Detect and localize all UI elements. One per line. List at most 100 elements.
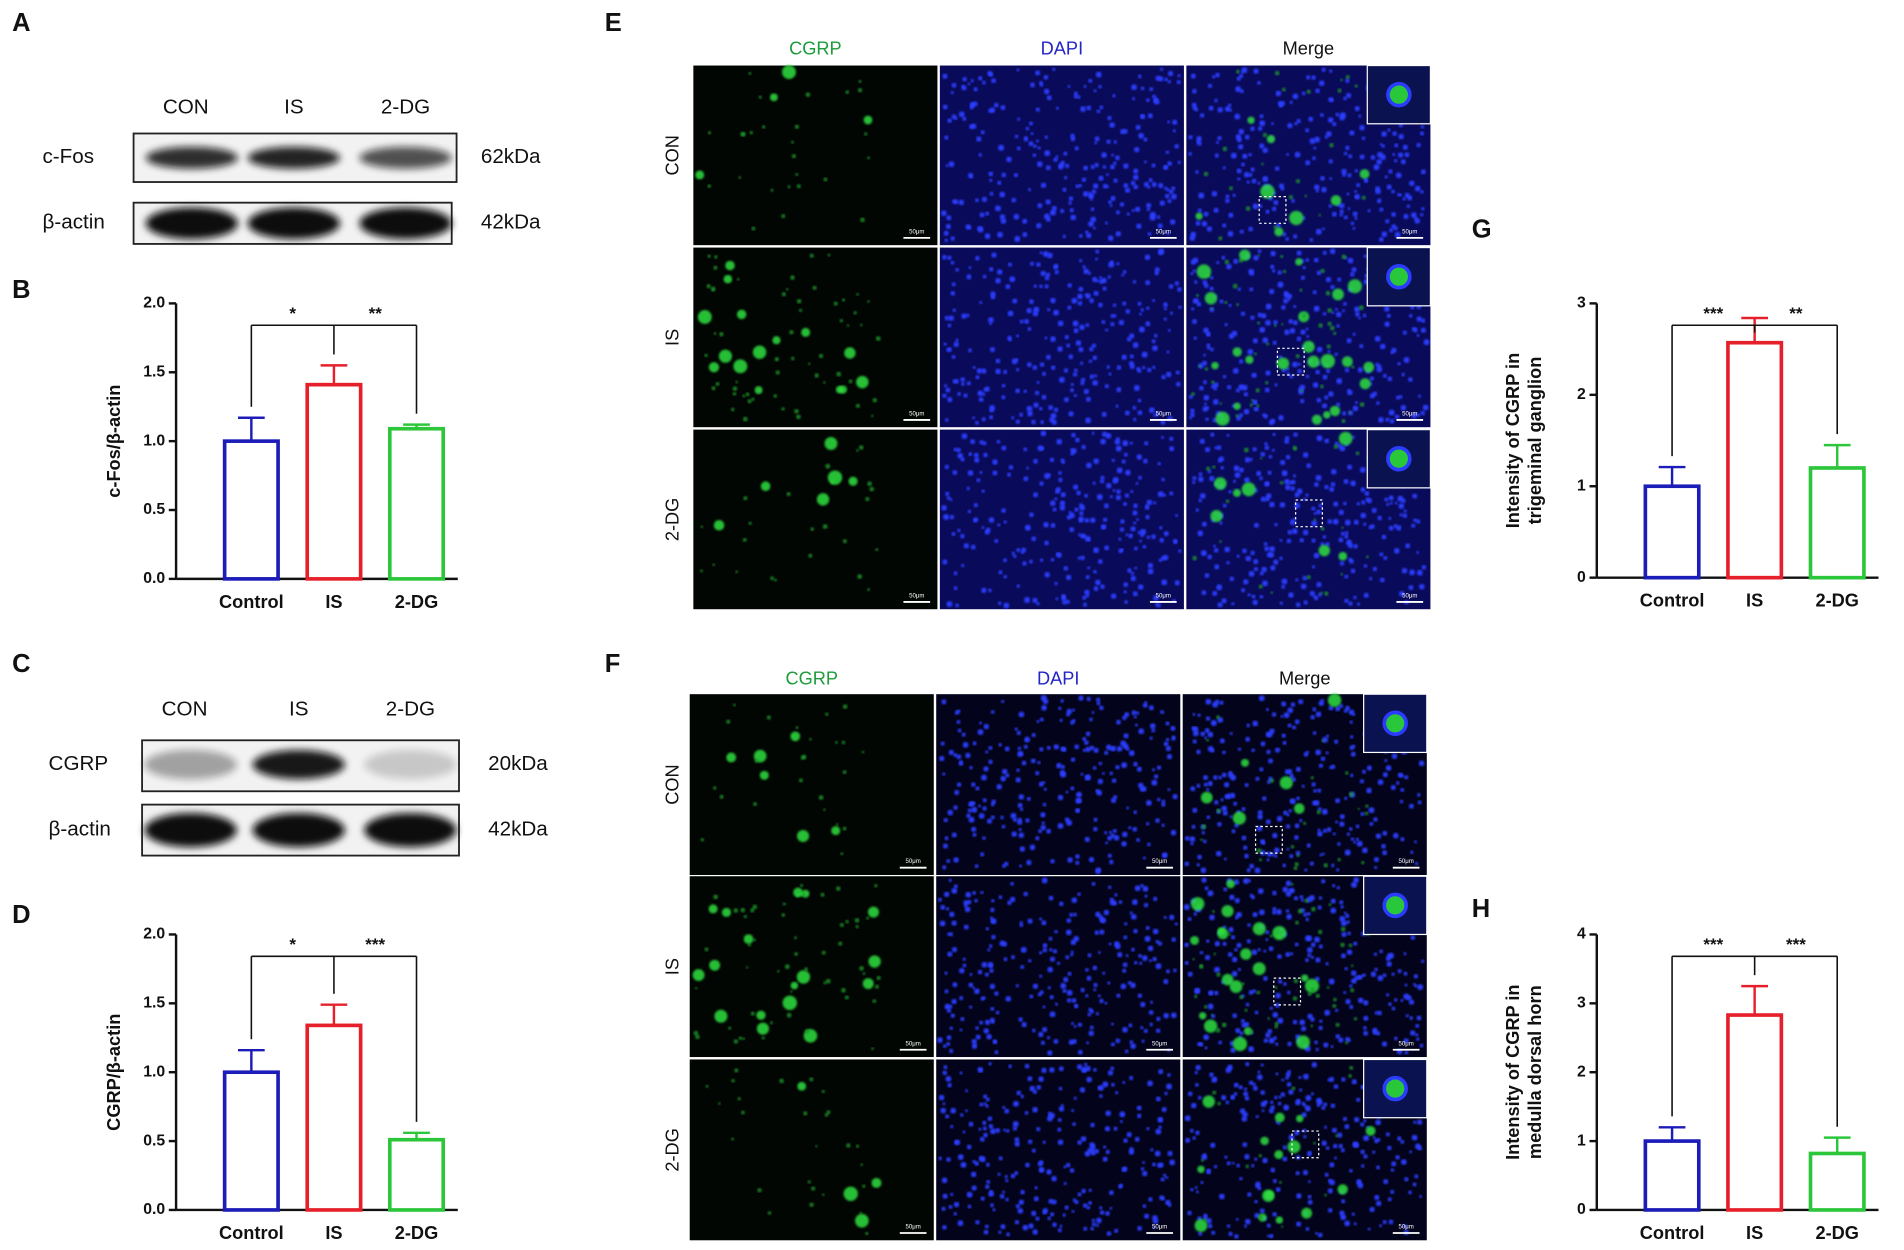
nucleus [970,1171,977,1178]
cgrp-signal [823,177,828,182]
nucleus [1112,489,1116,493]
cgrp-signal [1274,227,1284,237]
nucleus [1189,235,1196,241]
cgrp-signal [1355,451,1360,456]
nucleus [1094,1148,1100,1154]
nucleus [965,752,971,759]
nucleus [1233,258,1239,264]
nucleus [1056,762,1062,769]
cgrp-signal [1239,249,1251,261]
nucleus [1132,591,1138,597]
nucleus [947,951,953,957]
cgrp-signal [1353,1017,1358,1021]
cgrp-signal [1279,776,1293,790]
nucleus [1086,232,1092,239]
nucleus [1203,327,1209,334]
nucleus [1077,293,1083,300]
cgrp-signal [695,170,705,180]
cgrp-signal [1318,213,1322,217]
nucleus [1139,539,1143,543]
nucleus [1023,891,1029,897]
cgrp-signal [1215,1027,1221,1033]
nucleus [1174,580,1180,586]
nucleus [1055,155,1059,159]
cgrp-signal [1256,848,1262,854]
cgrp-signal [1341,254,1347,260]
nucleus [1356,1097,1361,1102]
nucleus [1271,122,1275,126]
nucleus [1062,187,1067,192]
nucleus [944,971,948,975]
nucleus [995,1010,1000,1015]
nucleus [1010,812,1017,819]
nucleus [1227,103,1232,108]
nucleus [1085,396,1091,402]
nucleus [1067,857,1073,863]
nucleus [1373,952,1378,956]
nucleus [1129,354,1134,359]
nucleus [969,105,974,110]
nucleus [992,1208,996,1212]
cgrp-signal [825,712,829,716]
nucleus [946,1008,952,1013]
cgrp-signal [845,919,849,924]
nucleus [1136,223,1142,229]
nucleus [968,801,974,807]
nucleus [1067,305,1072,310]
nucleus [1073,368,1078,373]
nucleus [1032,597,1038,604]
nucleus [1300,898,1305,902]
nucleus [1132,510,1138,516]
nucleus [1047,966,1054,973]
nucleus [1316,435,1323,442]
nucleus [1356,602,1361,606]
nucleus [1126,806,1130,810]
nucleus [1307,1180,1311,1184]
nucleus [1239,1031,1244,1036]
nucleus [1224,1155,1228,1159]
nucleus [1225,198,1230,204]
nucleus [1134,1136,1140,1142]
cgrp-signal [867,588,871,592]
y-tick-label: 2 [1577,1063,1586,1080]
nucleus [1329,248,1336,255]
nucleus [1153,774,1159,779]
nucleus [1190,1187,1194,1192]
cgrp-signal [738,176,742,179]
nucleus [1231,602,1235,606]
band [364,750,457,780]
nucleus [1016,1090,1022,1096]
nucleus [1050,365,1056,370]
cgrp-signal [1347,279,1362,294]
nucleus [1054,929,1058,934]
nucleus [1027,1139,1033,1145]
cgrp-signal [794,936,798,940]
y-tick-label: 0.0 [143,1201,165,1218]
nucleus [1109,164,1115,170]
nucleus [1163,979,1169,985]
nucleus [1295,766,1301,772]
nucleus [1108,942,1112,946]
nucleus [1109,771,1114,776]
nucleus [1394,231,1401,238]
nucleus [1071,432,1076,438]
nucleus [1343,96,1347,101]
nucleus [1351,267,1357,273]
nucleus [1218,1193,1225,1200]
nucleus [1132,342,1139,348]
nucleus [1130,526,1136,532]
nucleus [1192,298,1198,304]
nucleus [1297,362,1301,367]
nucleus [987,948,991,952]
nucleus [1244,1153,1250,1160]
nucleus [1089,1009,1094,1014]
nucleus [1152,896,1158,902]
nucleus [1040,420,1045,425]
cgrp-signal [1240,948,1252,960]
nucleus [1157,223,1163,229]
protein-label: c-Fos [43,145,95,168]
nucleus [953,571,958,576]
nucleus [1159,200,1165,206]
nucleus [1105,173,1109,177]
nucleus [1408,1190,1412,1195]
